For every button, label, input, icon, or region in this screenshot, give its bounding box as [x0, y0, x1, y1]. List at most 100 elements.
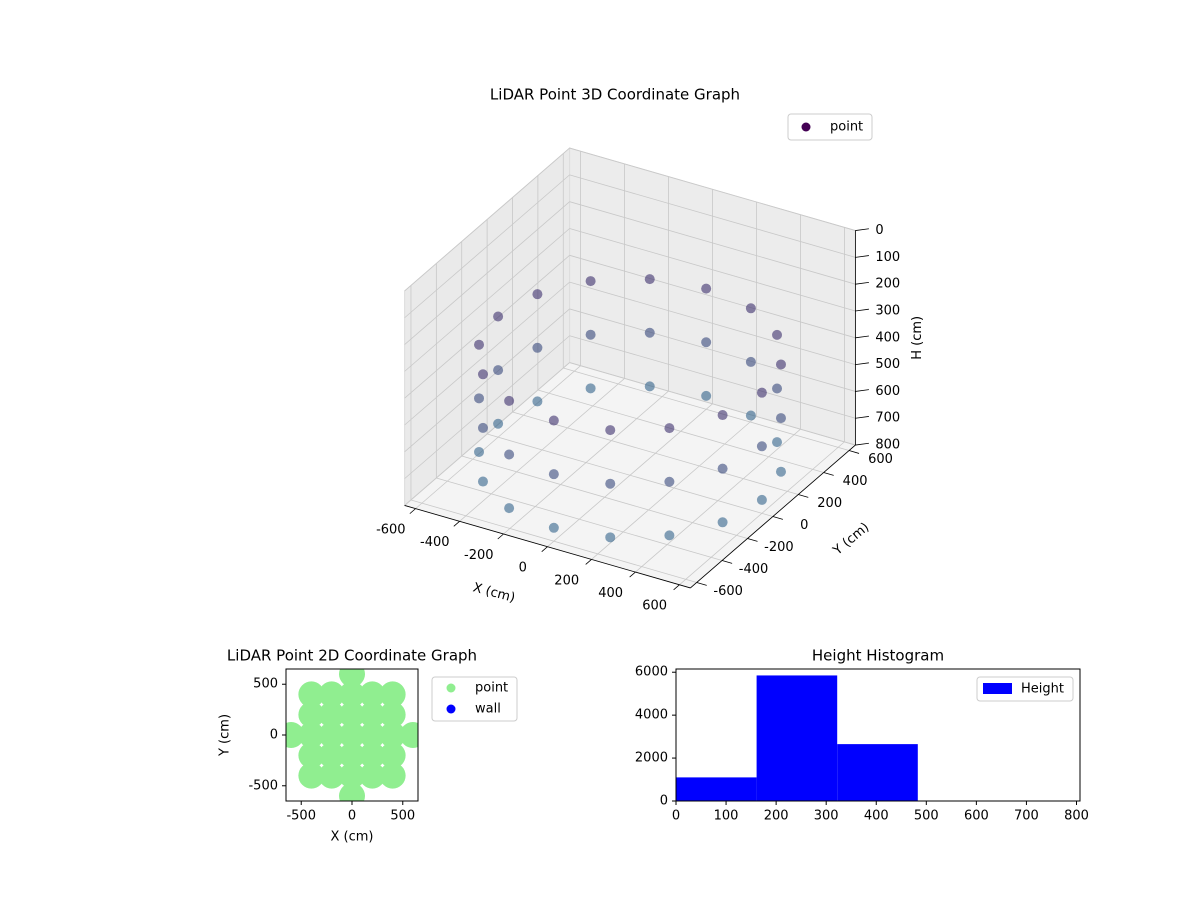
x-tick-label: 400 — [598, 586, 623, 601]
y-tick-label: 400 — [843, 474, 868, 489]
point — [644, 381, 655, 392]
legend-marker — [801, 122, 811, 132]
x-tick-label: 500 — [390, 809, 415, 824]
tick-mark — [855, 335, 869, 339]
point — [775, 413, 786, 424]
point — [605, 532, 616, 543]
point — [318, 722, 345, 748]
point — [474, 446, 485, 457]
y-axis-label: Y (cm) — [830, 520, 873, 559]
point — [379, 762, 406, 789]
point — [298, 701, 325, 728]
point — [664, 476, 675, 487]
point — [477, 369, 488, 380]
point — [477, 476, 488, 487]
x-tick-label: 0 — [348, 809, 356, 824]
axis-line — [690, 444, 856, 589]
point — [339, 782, 365, 801]
point — [339, 722, 365, 748]
legend-marker — [446, 683, 456, 693]
point — [359, 762, 386, 789]
tick-mark — [453, 521, 460, 527]
point — [493, 365, 504, 376]
y-tick-label: 200 — [817, 496, 842, 511]
tick-mark — [696, 582, 707, 586]
grid-line — [404, 362, 570, 506]
z-tick-label: 300 — [875, 303, 900, 318]
x-tick-label: 0 — [672, 809, 680, 824]
grid-line — [569, 281, 856, 366]
tick-mark — [855, 442, 869, 446]
grid-line — [404, 308, 570, 453]
legend-swatch — [983, 683, 1012, 694]
point — [701, 390, 712, 401]
z-tick-label: 200 — [875, 277, 900, 292]
grid-line — [512, 411, 799, 495]
point — [717, 410, 728, 421]
grid-line — [436, 477, 723, 561]
point — [532, 289, 543, 300]
point — [585, 329, 596, 340]
tick-mark — [855, 308, 869, 312]
bar — [756, 675, 838, 801]
tick-mark — [629, 571, 636, 578]
grid-line — [569, 201, 856, 285]
y-tick-label: -400 — [739, 562, 769, 577]
y-axis-label: Y (cm) — [218, 714, 233, 757]
point — [286, 722, 305, 748]
z-tick-label: 700 — [875, 411, 900, 426]
x-tick-label: 100 — [714, 809, 739, 824]
grid-line — [404, 228, 570, 372]
grid-line — [569, 174, 856, 258]
point — [379, 701, 406, 728]
point — [772, 329, 783, 340]
tick-mark — [848, 450, 860, 454]
point — [701, 337, 712, 348]
point — [298, 681, 325, 708]
grid-line — [537, 389, 824, 473]
point — [756, 441, 767, 452]
tick-mark — [855, 362, 869, 366]
point — [605, 425, 616, 436]
point — [585, 383, 596, 394]
x-tick-label: -200 — [464, 548, 494, 563]
tick-mark — [541, 546, 548, 552]
point — [339, 701, 365, 728]
point — [548, 469, 559, 480]
x-tick-label: 0 — [519, 561, 527, 576]
point — [399, 722, 418, 748]
y-tick-label: 6000 — [635, 665, 668, 680]
point — [664, 423, 675, 434]
point — [745, 303, 756, 314]
point — [504, 449, 515, 460]
grid-line — [404, 281, 570, 426]
chart-title: LiDAR Point 3D Coordinate Graph — [490, 86, 740, 104]
y-tick-label: 0 — [660, 794, 668, 809]
tick-mark — [747, 538, 758, 542]
point — [493, 311, 504, 322]
point — [359, 742, 386, 769]
point — [644, 274, 655, 285]
chart-title: Height Histogram — [812, 647, 944, 665]
point — [359, 681, 386, 708]
point — [318, 701, 345, 728]
legend-label: point — [830, 120, 863, 135]
y-tick-label: -500 — [248, 778, 278, 793]
x-tick-label: 700 — [1014, 809, 1039, 824]
z-tick-label: 400 — [875, 330, 900, 345]
z-tick-label: 500 — [875, 357, 900, 372]
tick-mark — [855, 416, 869, 419]
grid-line — [569, 147, 856, 231]
grid-line — [563, 367, 850, 451]
grid-line — [569, 254, 856, 339]
point — [772, 383, 783, 394]
point — [644, 327, 655, 338]
y-tick-label: 600 — [868, 452, 893, 467]
y-tick-label: 0 — [270, 728, 278, 743]
point — [359, 722, 386, 748]
x-tick-label: 500 — [914, 809, 939, 824]
point — [745, 410, 756, 421]
axis-line — [404, 505, 691, 589]
legend-box — [431, 676, 518, 722]
